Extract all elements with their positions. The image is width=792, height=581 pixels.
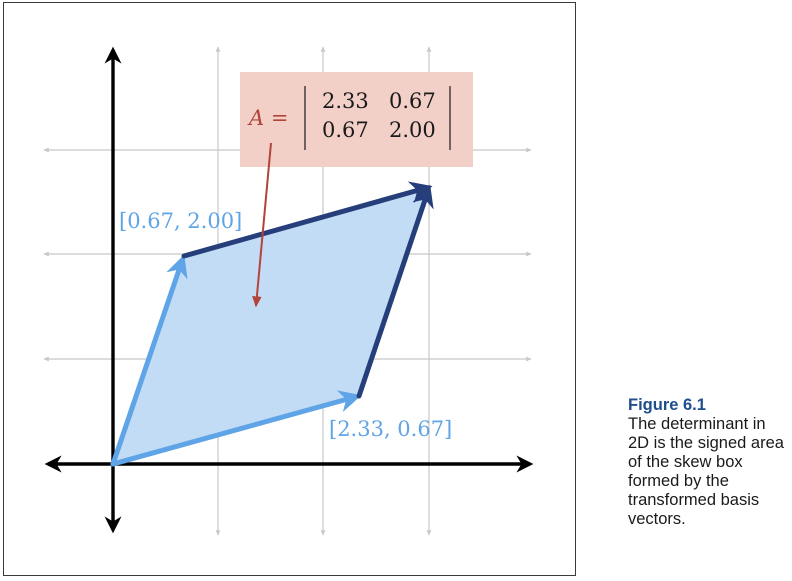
figure-caption: Figure 6.1 The determinant in 2D is the …	[628, 396, 788, 529]
vector-right-dark	[356, 184, 434, 399]
matrix-lhs: A =	[247, 106, 288, 130]
label-v1: [0.67, 2.00]	[119, 209, 242, 233]
label-v2: [2.33, 0.67]	[329, 417, 452, 441]
caption-label: Figure 6.1	[628, 396, 706, 414]
matrix-cell-12: 0.67	[389, 89, 436, 113]
matrix-cell-11: 2.33	[322, 89, 369, 113]
matrix-box	[240, 72, 473, 167]
matrix-cell-22: 2.00	[389, 118, 436, 142]
vector-top-dark	[181, 181, 433, 259]
vector-v1-light	[110, 254, 188, 467]
vector-v2-light	[110, 390, 362, 467]
caption-text: The determinant in 2D is the signed area…	[628, 415, 784, 528]
pointer-arrow	[252, 142, 272, 308]
matrix-cell-21: 0.67	[322, 118, 369, 142]
axes	[44, 46, 534, 534]
